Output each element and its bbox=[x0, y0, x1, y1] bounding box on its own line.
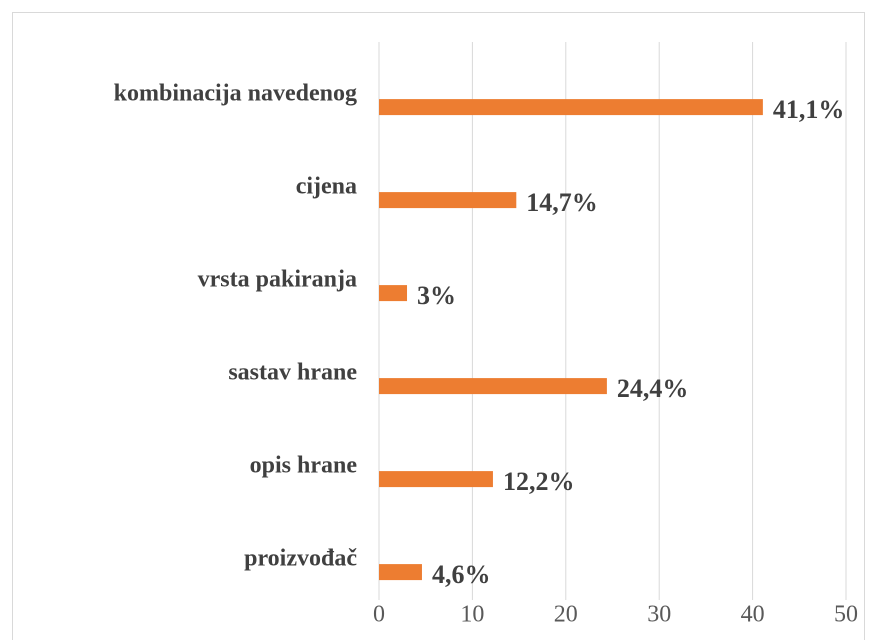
category-label: cijena bbox=[296, 174, 357, 200]
x-tick-label: 50 bbox=[834, 602, 858, 628]
chart-border bbox=[12, 12, 865, 640]
value-label: 24,4% bbox=[617, 374, 689, 403]
x-tick-label: 30 bbox=[647, 602, 671, 628]
category-label: proizvođač bbox=[244, 546, 357, 572]
category-label: opis hrane bbox=[250, 453, 358, 479]
value-label: 14,7% bbox=[526, 188, 598, 217]
value-label: 4,6% bbox=[432, 560, 491, 589]
bar bbox=[379, 471, 493, 488]
value-label: 3% bbox=[417, 281, 456, 310]
category-label: sastav hrane bbox=[228, 360, 357, 386]
x-tick-label: 20 bbox=[554, 602, 578, 628]
x-tick-label: 40 bbox=[741, 602, 765, 628]
bar bbox=[379, 564, 422, 581]
bar bbox=[379, 285, 408, 302]
value-label: 12,2% bbox=[503, 467, 575, 496]
value-label: 41,1% bbox=[773, 95, 845, 124]
x-tick-label: 0 bbox=[373, 602, 385, 628]
bar bbox=[379, 99, 763, 116]
bar bbox=[379, 192, 517, 209]
bar bbox=[379, 378, 607, 395]
category-label: vrsta pakiranja bbox=[198, 267, 357, 293]
category-label: kombinacija navedenog bbox=[114, 81, 357, 107]
x-tick-label: 10 bbox=[460, 602, 484, 628]
